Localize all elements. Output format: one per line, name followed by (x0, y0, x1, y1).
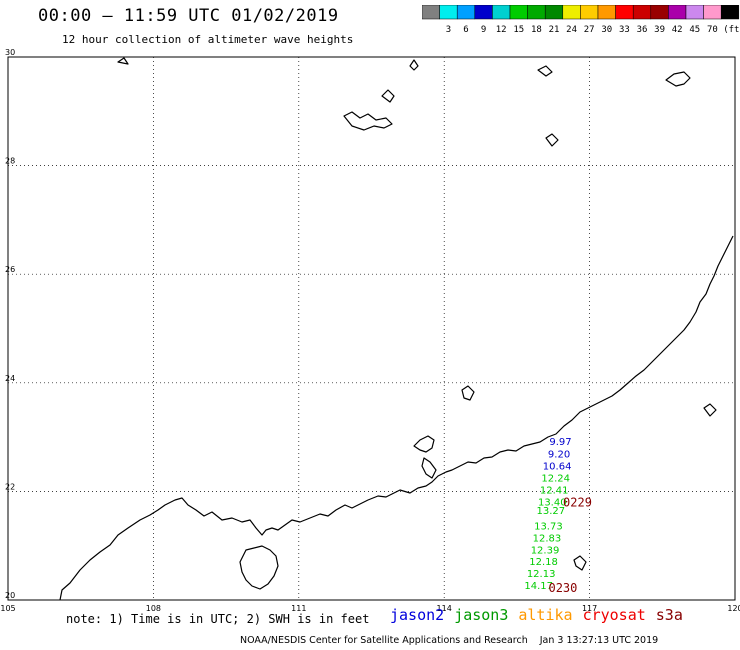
lat-tick-label: 24 (5, 374, 15, 383)
wave-height-value: 12.41 (540, 486, 569, 497)
delta-fragment (413, 435, 435, 453)
satellite-s3a: s3a (655, 606, 683, 624)
wave-height-value: 12.24 (541, 474, 570, 485)
lon-tick-label: 111 (291, 604, 306, 613)
island-small (381, 89, 395, 103)
island-small (461, 385, 475, 401)
chart-subtitle: 12 hour collection of altimeter wave hei… (62, 33, 354, 46)
lon-tick-label: 114 (437, 604, 452, 613)
legend-label: 27 (584, 25, 595, 35)
legend-label: 15 (513, 25, 524, 35)
map-grid (7, 56, 736, 601)
wave-height-value: 10.64 (543, 462, 572, 473)
island-small (573, 555, 587, 571)
wave-height-value: 14.17 (524, 581, 553, 592)
wave-height-value: 13.40 (538, 498, 567, 509)
legend-label: 39 (654, 25, 665, 35)
wave-height-value: 13.73 (534, 521, 563, 532)
track-time-label: 0229 (563, 496, 592, 510)
satellite-jason2: jason2 (390, 606, 445, 624)
island-small (117, 57, 129, 65)
wave-height-value: 12.13 (527, 569, 556, 580)
legend-label: 6 (463, 25, 468, 35)
chart-title: 00:00 – 11:59 UTC 01/02/2019 (38, 6, 339, 26)
axis-ticks: 105 108 111 114 117 120 20 22 24 26 28 30 (0, 48, 740, 613)
lon-tick-label: 108 (146, 604, 161, 613)
lat-tick-label: 26 (5, 265, 15, 274)
legend-label: 42 (672, 25, 683, 35)
lon-tick-label: 105 (0, 604, 15, 613)
island-small (703, 403, 717, 417)
note-text: note: 1) Time is in UTC; 2) SWH is in fe… (66, 612, 370, 626)
wave-height-value: 13.27 (537, 506, 566, 517)
lon-tick-label: 120 (727, 604, 740, 613)
satellite-jason3: jason3 (454, 606, 509, 624)
satellite-altika: altika (518, 606, 573, 624)
timestamp: Jan 3 13:27:13 UTC 2019 (539, 635, 659, 646)
legend-label: 45 (689, 25, 700, 35)
lat-tick-label: 22 (5, 482, 15, 491)
coastline (59, 57, 734, 601)
legend-label: 18 (531, 25, 542, 35)
legend-unit: (ft) (723, 25, 740, 35)
satellite-cryosat: cryosat (582, 606, 646, 624)
map-frame (7, 56, 736, 601)
legend-label: 12 (496, 25, 507, 35)
satellite-legend: jason2 jason3 altika cryosat s3a (390, 606, 693, 624)
islands-top (343, 111, 393, 131)
lat-tick-label: 20 (5, 591, 15, 600)
hainan-island (239, 545, 279, 590)
mainland-coastline (59, 235, 734, 601)
delta-fragment (421, 457, 437, 479)
credit-line: NOAA/NESDIS Center for Satellite Applica… (240, 635, 658, 646)
legend-label: 33 (619, 25, 630, 35)
island-small (537, 65, 553, 77)
island-small (545, 133, 559, 147)
wave-height-value: 12.18 (529, 557, 558, 568)
legend-label: 30 (601, 25, 612, 35)
lat-tick-label: 30 (5, 48, 15, 57)
legend-label: 21 (549, 25, 560, 35)
legend-label: 24 (566, 25, 577, 35)
legend-label: 3 (446, 25, 451, 35)
credit-text: NOAA/NESDIS Center for Satellite Applica… (240, 635, 528, 646)
wave-height-value: 12.83 (533, 533, 562, 544)
legend-label: 9 (481, 25, 486, 35)
island-ne (665, 71, 691, 87)
island-small (409, 59, 419, 71)
track-time-label: 0230 (548, 581, 577, 595)
legend-label: 70 (707, 25, 718, 35)
legend-swatch (720, 5, 740, 20)
lon-tick-label: 117 (582, 604, 597, 613)
wave-height-value: 12.39 (531, 545, 560, 556)
altimeter-track: 9.979.2010.6412.2412.4113.4013.2713.7312… (524, 437, 592, 595)
legend-label: 36 (637, 25, 648, 35)
lat-tick-label: 28 (5, 157, 15, 166)
wave-height-value: 9.97 (549, 437, 571, 448)
wave-height-value: 9.20 (548, 450, 570, 461)
